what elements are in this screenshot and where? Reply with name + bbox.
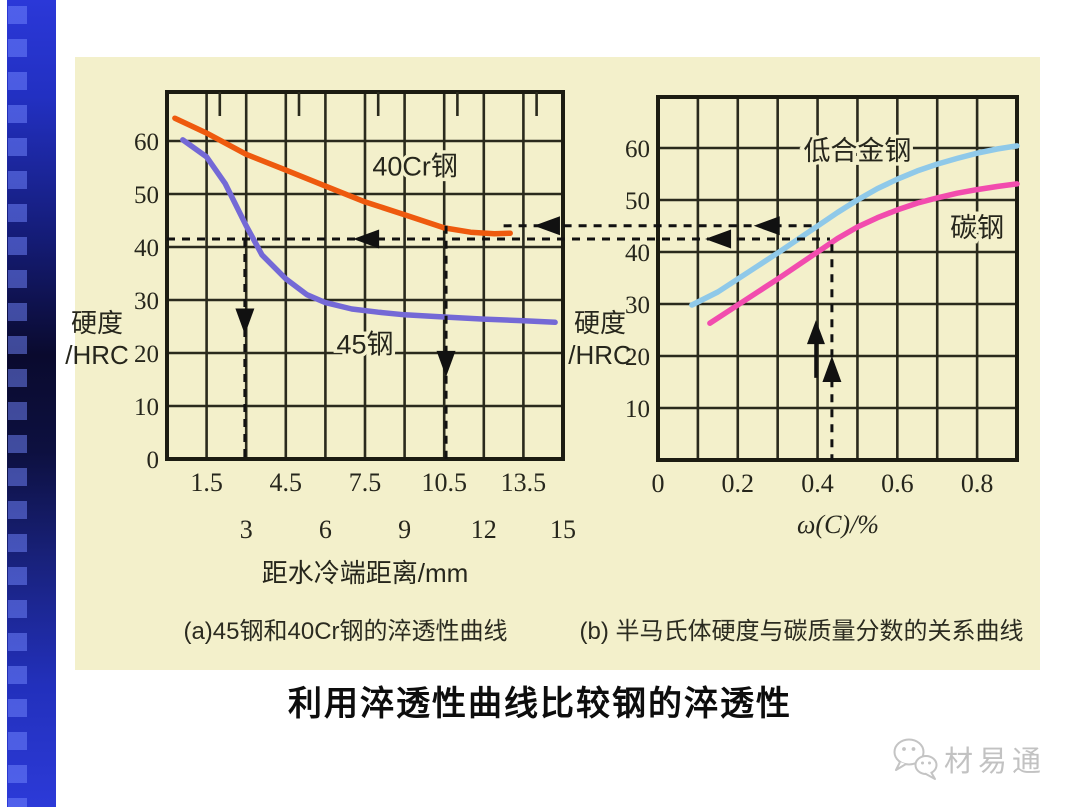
watermark-text: 材易通 (944, 746, 1047, 778)
x-tick-label: 10.5 (421, 468, 467, 497)
x-tick-label: 7.5 (349, 468, 382, 497)
figure-panel (75, 57, 1040, 670)
curve-低合金钢 (689, 143, 1020, 308)
y-axis-title: 硬度 (71, 308, 123, 338)
y-tick-label: 10 (134, 394, 159, 421)
series-label-45钢: 45钢 (336, 330, 393, 360)
x-tick-label: 0.2 (722, 469, 755, 498)
watermark: 材易通 (888, 735, 1063, 783)
chart-b-half-martensite-hardness: 10 20 30 40 50 60 0 0.2 0.4 0.6 0.8 硬度/HRC ω(C)/% 低合金… (568, 95, 1020, 539)
y-tick-label: 50 (625, 188, 650, 215)
chart-a-hardenability-curves: 0 10 20 30 40 50 60 1.5 4.5 7.5 10.5 13.5 3 6 9 12 15 硬度/… (65, 90, 576, 588)
y-tick-label: 20 (134, 341, 159, 368)
arrowhead (753, 216, 780, 236)
x-axis-title: ω(C)/% (797, 510, 879, 539)
y-tick-label: 40 (134, 235, 159, 262)
x-tick-label: 0.4 (801, 469, 834, 498)
series-label-碳钢: 碳钢 (950, 213, 1004, 243)
arrowhead (705, 229, 732, 249)
curve-40Cr钢 (172, 115, 513, 237)
y-axis-title: /HRC (65, 340, 129, 370)
x-tick-label: 4.5 (270, 468, 303, 497)
x-tick-label: 0.8 (961, 469, 994, 498)
caption-chart-b: (b) 半马氏体硬度与碳质量分数的关系曲线 (579, 618, 1024, 645)
series-label-低合金钢: 低合金钢 (803, 136, 911, 166)
x-tick-label: 6 (319, 515, 332, 544)
wechat-icon (893, 738, 938, 780)
arrowhead (806, 320, 825, 345)
film-strip-decoration (7, 0, 56, 807)
x-tick-label: 13.5 (501, 468, 547, 497)
x-tick-label: 0.6 (881, 469, 914, 498)
y-tick-label: 60 (134, 129, 159, 156)
y-axis-title: /HRC (568, 340, 632, 370)
arrowhead (436, 350, 456, 377)
curve-碳钢 (707, 181, 1020, 326)
arrowhead (235, 308, 255, 335)
x-tick-label: 15 (550, 515, 576, 544)
x-tick-label: 12 (471, 515, 497, 544)
y-tick-label: 60 (625, 136, 650, 163)
plot-frame (656, 95, 1019, 462)
y-tick-label: 10 (625, 396, 650, 423)
y-tick-label: 30 (134, 288, 159, 315)
curve-45钢 (180, 137, 558, 326)
y-axis-title: 硬度 (574, 308, 626, 338)
guide-arrows (167, 216, 842, 460)
y-tick-label: 50 (134, 182, 159, 209)
y-tick-label: 20 (625, 344, 650, 371)
x-tick-label: 1.5 (190, 468, 223, 497)
series-label-40Cr钢: 40Cr钢 (372, 151, 458, 181)
x-axis-title: 距水冷端距离/mm (262, 558, 469, 588)
arrowhead (533, 216, 560, 236)
arrowhead (822, 356, 842, 382)
plot-frame (165, 90, 565, 461)
y-tick-label: 0 (147, 447, 160, 474)
caption-chart-a: (a)45钢和40Cr钢的淬透性曲线 (183, 618, 508, 645)
y-tick-label: 40 (625, 240, 650, 267)
x-tick-label: 0 (652, 469, 665, 498)
y-tick-label: 30 (625, 292, 650, 319)
slide-title: 利用淬透性曲线比较钢的淬透性 (288, 685, 792, 723)
arrowhead (353, 229, 380, 249)
x-tick-label: 3 (240, 515, 253, 544)
x-tick-label: 9 (398, 515, 411, 544)
